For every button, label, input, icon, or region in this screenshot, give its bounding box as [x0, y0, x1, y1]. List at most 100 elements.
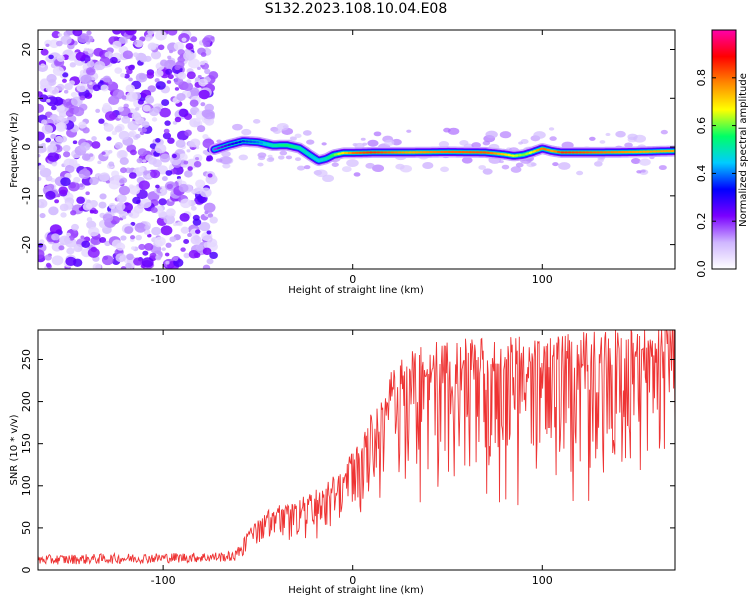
- halo-blob: [548, 127, 555, 131]
- noise-blob: [128, 77, 133, 82]
- ridge-core: [535, 148, 540, 152]
- noise-blob: [186, 79, 192, 84]
- ridge-core: [539, 147, 544, 151]
- halo-blob: [485, 130, 498, 139]
- noise-blob: [148, 157, 157, 165]
- noise-blob: [130, 149, 137, 156]
- snr-y-tick-label: 150: [20, 433, 33, 454]
- colorbar-gradient: [712, 30, 736, 269]
- noise-blob: [196, 66, 201, 71]
- noise-blob: [78, 168, 91, 180]
- noise-blob: [193, 161, 202, 168]
- halo-blob: [552, 162, 559, 167]
- noise-blob: [85, 67, 96, 76]
- noise-blob: [207, 213, 214, 218]
- ridge-core: [227, 143, 232, 147]
- colorbar-tick-label: 0.8: [695, 69, 708, 87]
- halo-blob: [302, 130, 312, 136]
- noise-blob: [102, 102, 111, 110]
- noise-blob: [41, 119, 48, 125]
- noise-blob: [51, 105, 57, 111]
- colorbar-tick-label: 0.6: [695, 117, 708, 135]
- snr-x-tick-label: -100: [151, 574, 176, 587]
- halo-blob: [367, 139, 379, 147]
- noise-blob: [91, 141, 101, 149]
- noise-blob: [132, 52, 139, 58]
- noise-blob: [73, 229, 78, 234]
- noise-blob: [206, 238, 218, 248]
- noise-blob: [167, 74, 174, 80]
- halo-blob: [365, 162, 375, 169]
- noise-blob: [128, 172, 137, 179]
- noise-blob: [175, 139, 186, 148]
- noise-blob: [104, 111, 117, 121]
- noise-blob: [85, 191, 90, 196]
- noise-blob: [122, 50, 134, 60]
- spectrogram-x-axis-label: Height of straight line (km): [288, 285, 424, 296]
- noise-blob: [204, 68, 211, 75]
- noise-blob: [180, 247, 186, 252]
- halo-blob: [533, 131, 546, 139]
- halo-blob: [471, 142, 481, 149]
- noise-blob: [166, 80, 172, 84]
- colorbar-frame: [711, 29, 737, 270]
- halo-blob: [615, 130, 626, 138]
- halo-blob: [238, 154, 249, 161]
- halo-blob: [461, 156, 473, 164]
- noise-blob: [177, 49, 186, 56]
- noise-blob: [199, 60, 206, 66]
- colorbar-tick-label: 0.4: [695, 165, 708, 183]
- noise-blob: [166, 208, 176, 217]
- noise-blob: [174, 64, 181, 71]
- halo-blob: [360, 137, 366, 141]
- halo-blob: [438, 141, 450, 148]
- noise-blob: [202, 133, 209, 140]
- noise-blob: [147, 30, 155, 36]
- ridge-core: [213, 147, 218, 151]
- noise-blob: [124, 167, 132, 174]
- noise-blob: [186, 71, 196, 80]
- noise-blob: [165, 170, 173, 176]
- noise-blob: [38, 103, 44, 114]
- halo-blob: [353, 172, 361, 177]
- snr-x-tick-label: 0: [349, 574, 356, 587]
- noise-blob: [94, 60, 106, 71]
- halo-blob: [257, 162, 264, 167]
- noise-blob: [129, 185, 140, 195]
- noise-blob: [173, 41, 185, 51]
- noise-blob: [38, 153, 41, 158]
- noise-blob: [120, 266, 127, 269]
- halo-blob: [447, 127, 460, 135]
- halo-blob: [241, 128, 252, 136]
- noise-blob: [138, 243, 146, 251]
- noise-blob: [155, 184, 160, 189]
- noise-blob: [97, 160, 102, 165]
- noise-blob: [45, 262, 52, 268]
- noise-blob: [135, 107, 140, 111]
- noise-blob: [147, 85, 156, 93]
- snr-frame: [37, 329, 676, 571]
- noise-blob: [38, 198, 48, 209]
- noise-blob: [59, 235, 71, 246]
- spectrogram-frame: [37, 29, 676, 270]
- noise-blob: [134, 39, 144, 48]
- noise-blob: [203, 202, 216, 213]
- noise-blob: [118, 150, 127, 158]
- noise-blob: [124, 226, 134, 234]
- noise-blob: [86, 60, 95, 68]
- snr-y-tick-label: 100: [20, 475, 33, 496]
- noise-blob: [38, 131, 45, 141]
- noise-blob: [133, 205, 144, 214]
- noise-blob: [183, 239, 190, 245]
- noise-blob: [108, 161, 115, 167]
- snr-y-tick-label: 250: [20, 349, 33, 370]
- noise-blob: [116, 202, 126, 211]
- noise-blob: [68, 80, 76, 86]
- noise-blob: [167, 55, 172, 60]
- noise-blob: [49, 39, 60, 49]
- noise-blob: [164, 120, 171, 126]
- noise-blob: [155, 254, 162, 261]
- halo-blob: [639, 158, 651, 166]
- noise-blob: [172, 120, 178, 125]
- noise-blob: [186, 149, 191, 153]
